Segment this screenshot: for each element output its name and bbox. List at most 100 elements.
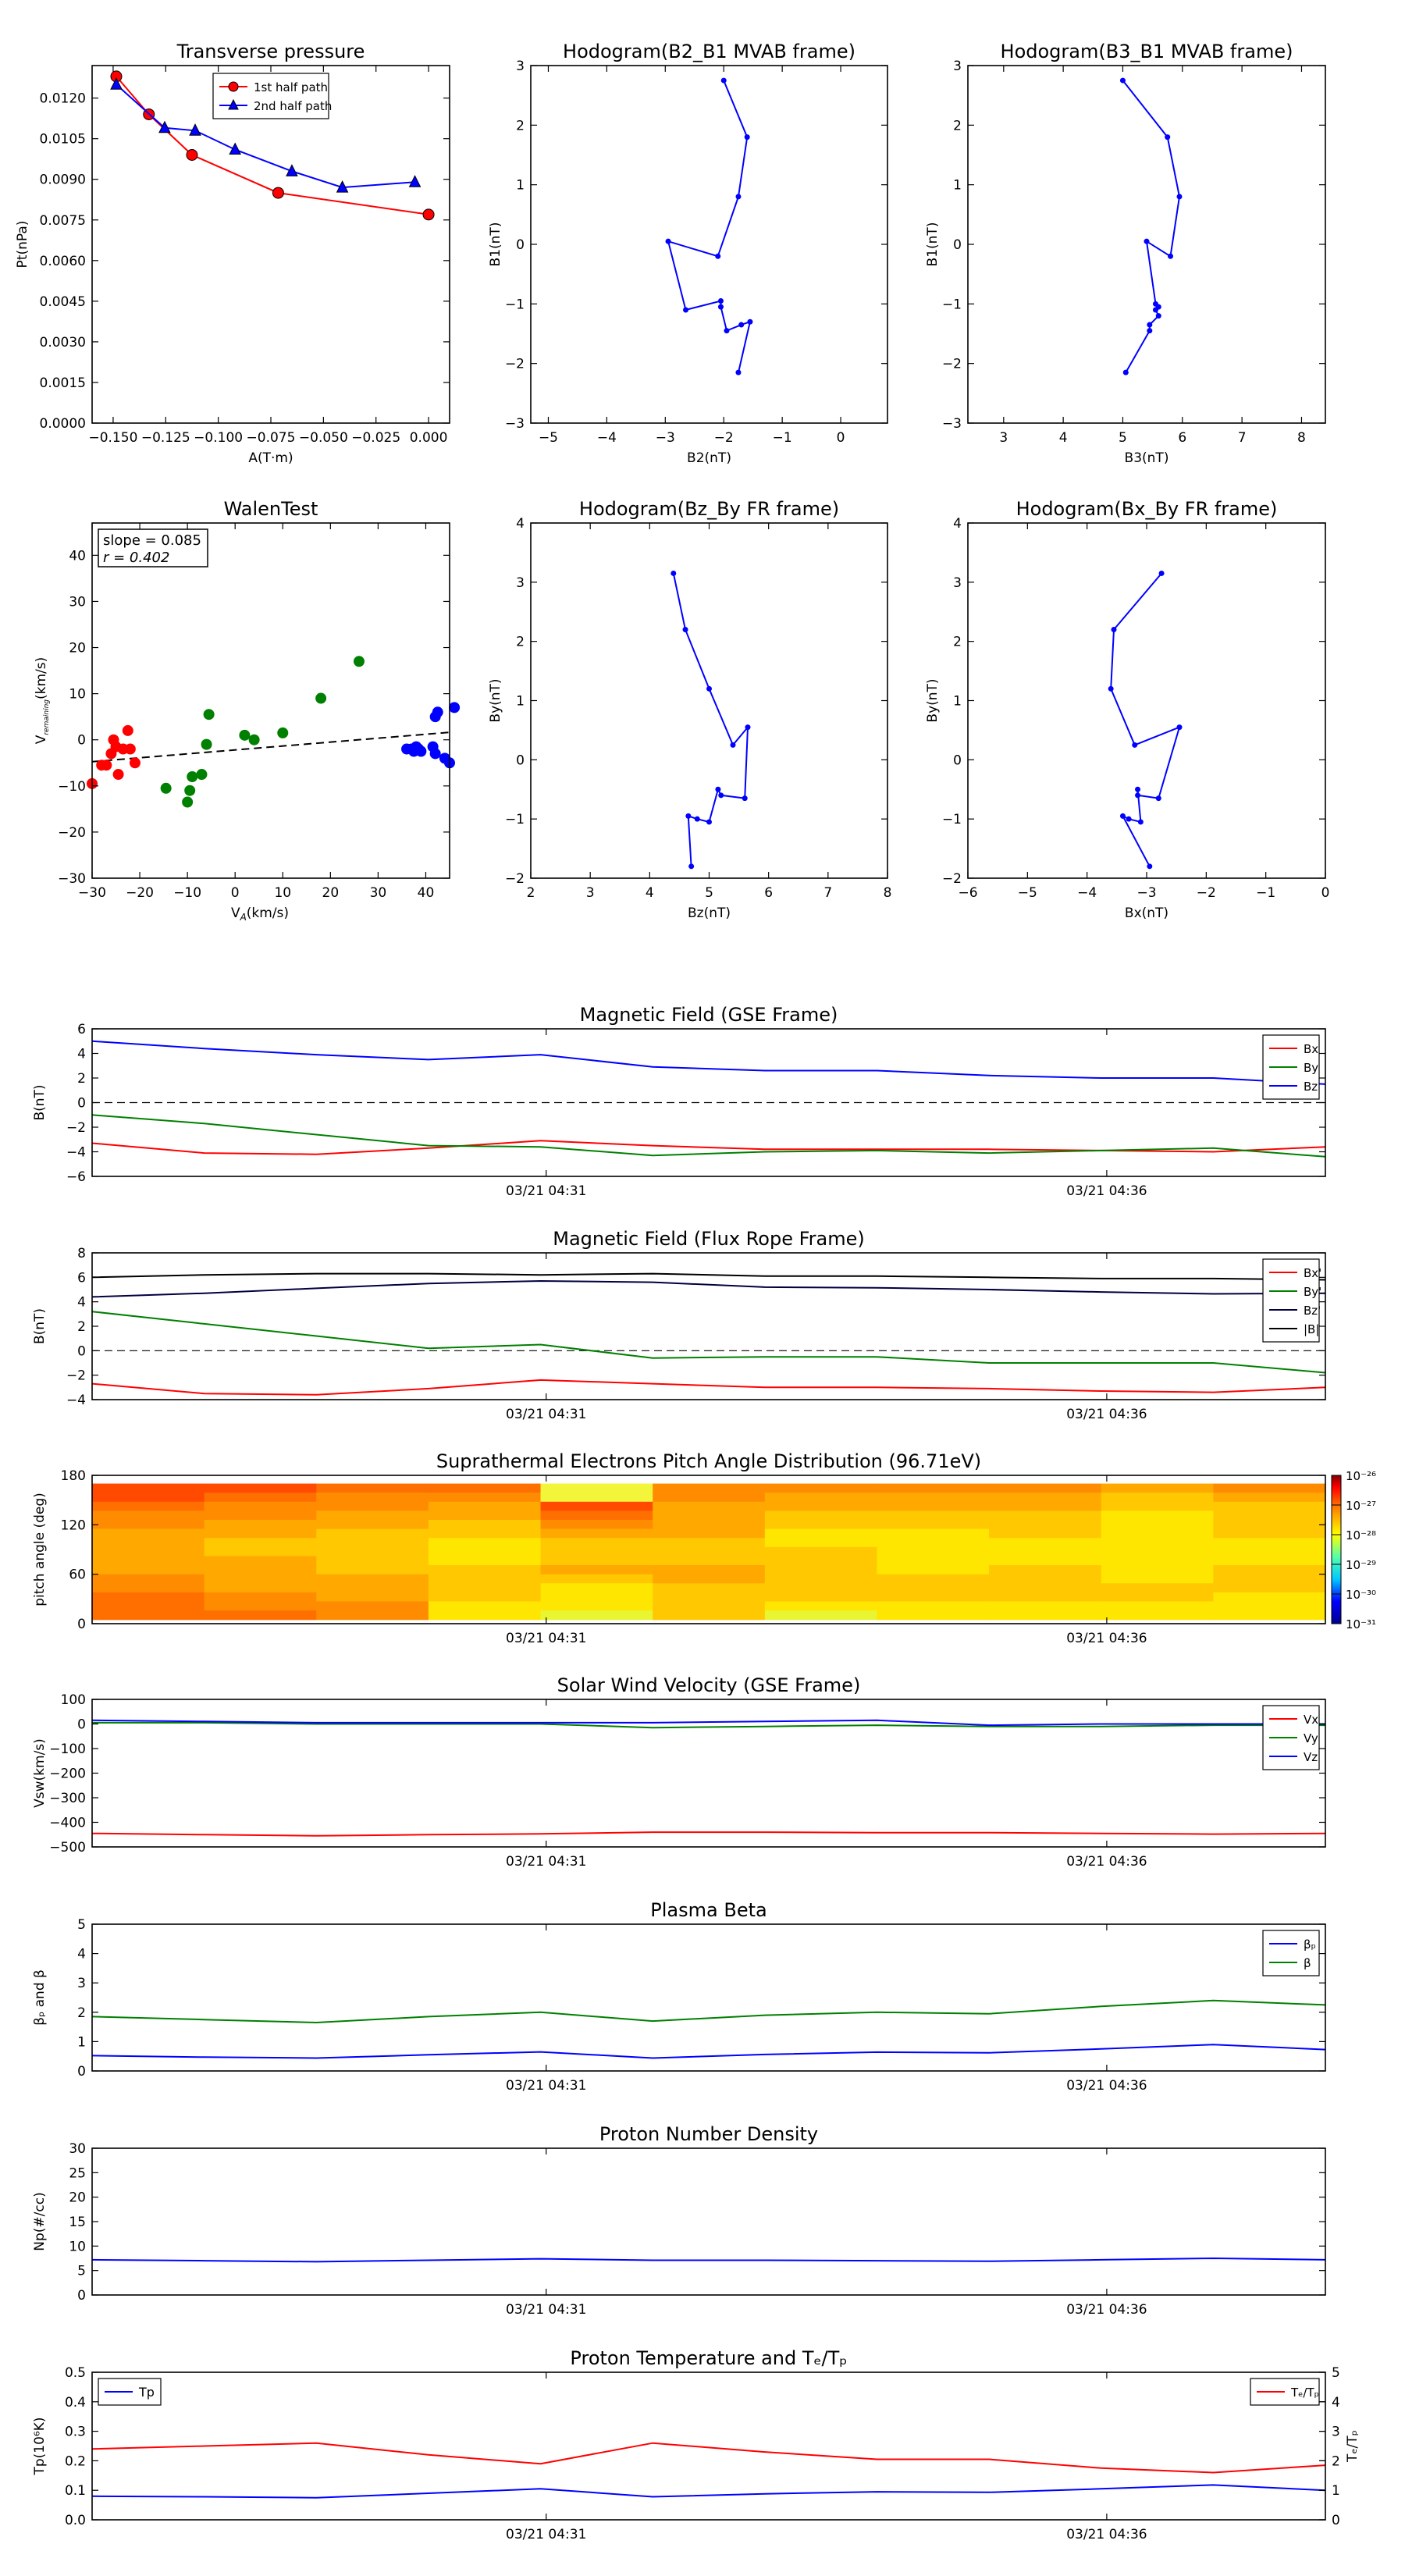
data-point <box>1147 322 1153 328</box>
heatmap-cell <box>316 1601 429 1611</box>
chart-vsw: Solar Wind Velocity (GSE Frame) 03/21 04:… <box>32 1674 1326 1870</box>
chart-pad: Suprathermal Electrons Pitch Angle Distr… <box>32 1450 1376 1646</box>
time-tick-label: 03/21 04:36 <box>1066 1631 1147 1646</box>
heatmap-cell <box>1213 1565 1326 1575</box>
data-point <box>682 627 688 632</box>
heatmap-cell <box>316 1556 429 1566</box>
heatmap-cell <box>316 1546 429 1557</box>
heatmap-cell <box>1213 1546 1326 1557</box>
heatmap-cell <box>316 1610 429 1621</box>
heatmap-cell <box>316 1501 429 1511</box>
heatmap-cell <box>653 1583 766 1593</box>
y-tick-label: 0 <box>953 237 962 253</box>
y-tick-label: 180 <box>61 1468 86 1484</box>
y-axis-label: pitch angle (deg) <box>32 1493 48 1606</box>
heatmap-cell <box>1101 1610 1214 1621</box>
y-tick-label-right: 4 <box>1332 2395 1340 2411</box>
heatmap-cell <box>989 1483 1102 1493</box>
y-axis-label: βₚ and β <box>32 1969 48 2026</box>
heatmap-cell <box>877 1610 990 1621</box>
data-point <box>1135 786 1141 792</box>
x-tick-label: −1 <box>773 430 792 446</box>
heatmap-cell <box>92 1528 205 1539</box>
heatmap-cell <box>653 1528 766 1539</box>
heatmap-cell <box>1213 1483 1326 1493</box>
y-tick-label: 4 <box>77 1295 86 1311</box>
data-point <box>201 738 212 750</box>
x-tick-label: 4 <box>646 885 654 901</box>
heatmap-cell <box>989 1510 1102 1521</box>
heatmap-cell <box>428 1583 542 1593</box>
data-point <box>730 742 736 748</box>
x-tick-label: 5 <box>1119 430 1127 446</box>
heatmap-cell <box>989 1501 1102 1511</box>
heatmap-cell <box>877 1574 990 1584</box>
x-axis-label: B3(nT) <box>1125 450 1169 466</box>
x-tick-label: −5 <box>539 430 558 446</box>
heatmap-cell <box>316 1583 429 1593</box>
heatmap-cell <box>92 1483 205 1493</box>
data-point <box>336 180 349 193</box>
data-point <box>717 304 724 310</box>
y-tick-label: 0 <box>953 753 962 768</box>
y-tick-label: 30 <box>69 2141 86 2157</box>
data-point <box>160 782 172 794</box>
data-point <box>1155 313 1161 319</box>
legend-entry: Bz <box>1304 1080 1318 1094</box>
y-tick-label: 0 <box>77 1096 86 1112</box>
y-tick-label: −6 <box>66 1169 86 1185</box>
annotation-box <box>98 528 208 568</box>
axes-frame <box>530 65 888 424</box>
heatmap-cell <box>204 1493 317 1503</box>
x-tick-label: −4 <box>597 430 617 446</box>
heatmap-cell <box>92 1610 205 1621</box>
x-tick-label: 0.000 <box>410 430 448 446</box>
x-tick-label: 7 <box>1238 430 1247 446</box>
axes-frame <box>91 2371 1326 2521</box>
y-tick-label: 10 <box>69 2239 86 2254</box>
y-tick-label: 0 <box>516 753 525 768</box>
heatmap-cell <box>92 1592 205 1603</box>
y-tick-label: 60 <box>69 1567 86 1583</box>
colorbar-tick-label: 10⁻³¹ <box>1346 1617 1376 1631</box>
y-tick-label: −1 <box>505 812 525 827</box>
heatmap-cell <box>989 1574 1102 1584</box>
x-axis-label: VA(km/s) <box>231 906 289 923</box>
data-point <box>432 706 443 718</box>
y-tick-label-right: 3 <box>1332 2425 1340 2440</box>
heatmap-cell <box>653 1574 766 1584</box>
heatmap-cell <box>764 1528 878 1539</box>
x-axis-label: Bz(nT) <box>688 906 731 921</box>
heatmap-cell <box>540 1510 653 1521</box>
x-tick-label: −0.050 <box>299 430 348 446</box>
x-tick-label: 10 <box>274 885 291 901</box>
heatmap-cell <box>540 1592 653 1603</box>
data-point <box>277 727 289 738</box>
series-line <box>91 1272 1326 1281</box>
heatmap-cell <box>989 1528 1102 1539</box>
x-tick-label: 6 <box>764 885 773 901</box>
legend-entry: Bz' <box>1304 1304 1321 1318</box>
heatmap-cell <box>540 1574 653 1584</box>
y-axis-label: B1(nT) <box>488 222 503 267</box>
data-point <box>408 175 422 187</box>
time-tick-label: 03/21 04:31 <box>506 2527 586 2542</box>
x-tick-label: −30 <box>78 885 106 901</box>
data-point <box>353 656 365 667</box>
y-axis-label: Pt(nPa) <box>15 221 30 269</box>
y-tick-label: 120 <box>61 1517 86 1533</box>
chart-title: Hodogram(B3_B1 MVAB frame) <box>1001 41 1293 62</box>
data-point <box>745 724 751 731</box>
heatmap-cell <box>316 1565 429 1575</box>
y-tick-label-right: 2 <box>1332 2453 1340 2469</box>
heatmap-cell <box>204 1538 317 1548</box>
heatmap-cell <box>764 1583 878 1593</box>
data-point <box>186 149 198 161</box>
legend-entry: 2nd half path <box>254 99 332 113</box>
chart-title: WalenTest <box>224 498 318 520</box>
heatmap-cell <box>764 1610 878 1621</box>
y-tick-label: −20 <box>58 825 86 841</box>
data-point <box>239 729 251 741</box>
y-tick-label: 3 <box>516 59 525 74</box>
